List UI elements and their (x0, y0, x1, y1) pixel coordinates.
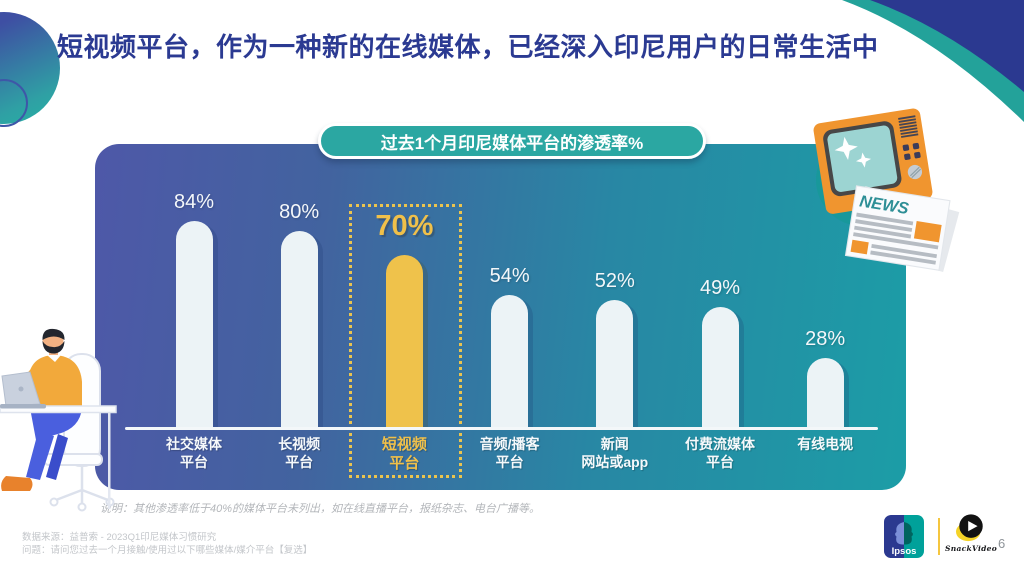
bar-category-label: 长视频 平台 (278, 436, 321, 470)
bar (491, 295, 529, 427)
page-number: 6 (998, 536, 1006, 551)
bars-area: 84% 社交媒体 平台 80% 长视频 平台 70% 短视频 平台 54% 音频/播客 平台 52% 新闻… (95, 144, 906, 490)
chart-header-label: 过去1个月印尼媒体平台的渗透率% (380, 133, 644, 153)
bar-value-label: 49% (699, 277, 741, 299)
bar-value-label: 54% (489, 265, 530, 287)
bar-column: 70% (352, 144, 456, 427)
logo-divider-line (938, 518, 940, 555)
top-right-corner-decoration (842, 0, 1024, 122)
footer-source-block: 数据来源：益普索 - 2023Q1印尼媒体习惯研究 问题：请问您过去一个月接触/… (22, 531, 312, 557)
bar-value-label: 70% (375, 210, 434, 242)
retro-tv-illustration (813, 108, 933, 214)
newspaper-illustration: NEWS (844, 185, 960, 272)
ipsos-logo-text: Ipsos (892, 546, 917, 557)
bar (385, 255, 423, 427)
bar-value-label: 28% (805, 328, 846, 350)
snackvideo-logo: SnackVideo (945, 513, 997, 559)
bar-value-label: 84% (173, 191, 215, 213)
chart-panel: 84% 社交媒体 平台 80% 长视频 平台 70% 短视频 平台 54% 音频/播客 平台 52% 新闻… (95, 144, 906, 490)
man-working-on-laptop-illustration (0, 328, 117, 512)
bar-column: 84% (142, 144, 246, 427)
bar-category-label: 社交媒体 平台 (166, 436, 222, 470)
bar-column: 80% (247, 144, 351, 427)
bar-value-label: 52% (594, 270, 635, 292)
bar-category-label: 有线电视 (797, 436, 854, 452)
page-title: 短视频平台，作为一种新的在线媒体，已经深入印尼用户的日常生活中 (57, 32, 879, 62)
bar-column: 52% (563, 144, 667, 427)
bar-category-label: 短视频 平台 (381, 436, 427, 472)
snackvideo-logo-text: SnackVideo (944, 544, 998, 553)
bar-category-label: 新闻 网站或app (581, 436, 649, 470)
snackvideo-logo-graphic (956, 514, 983, 542)
highlight-dotted-box (349, 204, 462, 478)
bar-value-label: 80% (279, 201, 320, 223)
chart-header-pill: 过去1个月印尼媒体平台的渗透率% (318, 123, 706, 159)
bar-column: 54% (458, 144, 562, 427)
axis-baseline (125, 427, 878, 430)
footer-question: 问题：请问您过去一个月接触/使用过以下哪些媒体/媒介平台【复选】 (22, 545, 313, 556)
bar (175, 221, 213, 427)
bar (596, 300, 634, 427)
bar (701, 307, 739, 427)
bar-category-label: 付费流媒体 平台 (685, 436, 755, 470)
footer-source: 数据来源：益普索 - 2023Q1印尼媒体习惯研究 (22, 532, 217, 543)
bar (806, 358, 844, 427)
ipsos-logo: Ipsos (884, 515, 924, 558)
chart-note: 说明：其他渗透率低于40%的媒体平台未列出，如在线直播平台，报纸杂志、电台广播等… (100, 503, 541, 515)
bar-column: 28% (773, 144, 877, 427)
bar (280, 231, 318, 427)
bar-column: 49% (668, 144, 772, 427)
ipsos-logo-graphic: Ipsos (884, 515, 924, 558)
bar-category-label: 音频/播客 平台 (479, 436, 540, 470)
